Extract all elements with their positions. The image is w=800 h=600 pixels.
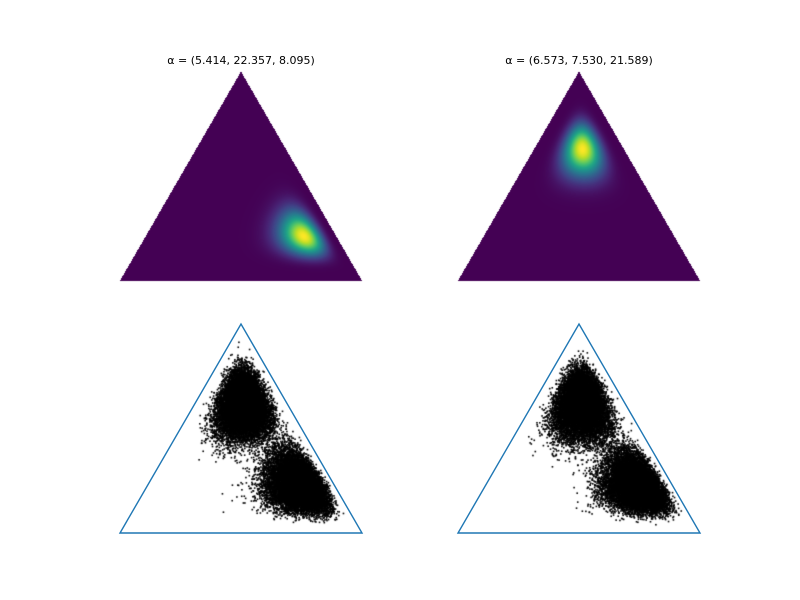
- density-panel-1-title: α = (5.414, 22.357, 8.095): [167, 54, 315, 67]
- scatter-panel-2: [457, 323, 701, 534]
- sample-points-1: [119, 323, 363, 534]
- density-heatmap-1: [119, 71, 363, 282]
- density-panel-2: α = (6.573, 7.530, 21.589): [457, 54, 701, 282]
- density-panel-1: α = (5.414, 22.357, 8.095): [119, 54, 363, 282]
- sample-points-2: [457, 323, 701, 534]
- density-heatmap-2: [457, 71, 701, 282]
- scatter-panel-1: [119, 323, 363, 534]
- density-panel-2-title: α = (6.573, 7.530, 21.589): [505, 54, 653, 67]
